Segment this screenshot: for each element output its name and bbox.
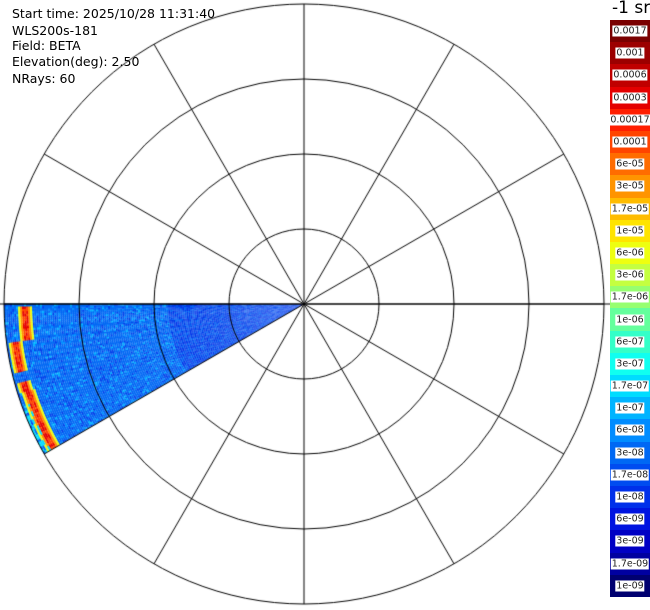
colorbar-cell: 6e-05 (610, 153, 650, 176)
colorbar-tick-label: 6e-09 (615, 513, 645, 525)
colorbar-tick-label: 6e-05 (615, 158, 645, 170)
colorbar-cell: 3e-08 (610, 441, 650, 464)
colorbar-tick-label: 0.0017 (612, 25, 648, 37)
colorbar-cell: 6e-06 (610, 241, 650, 265)
colorbar-cell: 6e-07 (610, 330, 650, 353)
colorbar-tick-label: 6e-07 (615, 336, 645, 348)
colorbar-cell: 0.0017 (610, 20, 650, 43)
start-time-label: Start time: 2025/10/28 11:31:40 (12, 6, 216, 21)
colorbar-cell: 1.7e-05 (610, 197, 650, 220)
colorbar-cell: 3e-05 (610, 175, 650, 198)
colorbar-tick-label: 0.0006 (612, 69, 648, 81)
ppi-plot (0, 0, 610, 610)
colorbar-tick-label: 6e-06 (615, 247, 645, 259)
colorbar-cell: 0.001 (610, 42, 650, 65)
colorbar-tick-label: 1e-09 (615, 580, 645, 592)
colorbar-tick-label: 1.7e-06 (610, 291, 650, 303)
colorbar-tick-label: 1.7e-05 (610, 203, 650, 215)
colorbar-tick-label: 1e-06 (615, 314, 645, 326)
colorbar: 0.0017 0.001 0.0006 0.0003 0.00017 0.0001 6e-0… (609, 20, 650, 597)
colorbar-cell: 1.7e-07 (610, 375, 650, 398)
colorbar-tick-label: 3e-08 (615, 447, 645, 459)
colorbar-cell: 1e-09 (610, 574, 650, 597)
colorbar-cell: 1e-07 (610, 397, 650, 420)
colorbar-tick-label: 3e-06 (615, 269, 645, 281)
colorbar-tick-label: 0.0001 (612, 136, 648, 148)
colorbar-cell: 3e-07 (610, 352, 650, 375)
nrays-label: NRays: 60 (12, 71, 76, 86)
colorbar-cell: 0.0001 (610, 130, 650, 154)
colorbar-tick-label: 1e-07 (615, 402, 645, 414)
colorbar-cell: 1.7e-06 (610, 286, 650, 309)
colorbar-tick-label: 0.0003 (612, 92, 648, 104)
colorbar-cell: 0.0003 (610, 86, 650, 109)
colorbar-tick-label: 1.7e-09 (610, 558, 650, 570)
colorbar-tick-label: 1.7e-07 (610, 380, 650, 392)
colorbar-tick-label: 3e-07 (615, 358, 645, 370)
colorbar-title: -1 sr- (612, 0, 650, 18)
colorbar-tick-label: 0.001 (615, 47, 645, 59)
colorbar-tick-label: 1e-05 (615, 225, 645, 237)
colorbar-cell: 6e-08 (610, 419, 650, 442)
colorbar-tick-label: 1e-08 (615, 491, 645, 503)
colorbar-tick-label: 6e-08 (615, 424, 645, 436)
field-label: Field: BETA (12, 38, 81, 53)
colorbar-cell: 0.00017 (609, 108, 650, 131)
colorbar-cell: 1.7e-09 (610, 552, 650, 575)
colorbar-tick-label: 1.7e-08 (610, 469, 650, 481)
instrument-label: WLS200s-181 (12, 23, 98, 38)
colorbar-cell: 3e-06 (610, 264, 650, 287)
colorbar-cell: 1e-06 (610, 308, 650, 331)
elevation-label: Elevation(deg): 2.50 (12, 54, 140, 69)
colorbar-cell: 1e-08 (610, 485, 650, 509)
colorbar-cell: 1.7e-08 (610, 463, 650, 486)
colorbar-cell: 3e-09 (610, 530, 650, 553)
colorbar-tick-label: 3e-05 (615, 180, 645, 192)
colorbar-cell: 0.0006 (610, 64, 650, 87)
colorbar-cell: 1e-05 (610, 219, 650, 242)
colorbar-cell: 6e-09 (610, 508, 650, 531)
colorbar-tick-label: 3e-09 (615, 535, 645, 547)
colorbar-tick-label: 0.00017 (609, 114, 650, 126)
